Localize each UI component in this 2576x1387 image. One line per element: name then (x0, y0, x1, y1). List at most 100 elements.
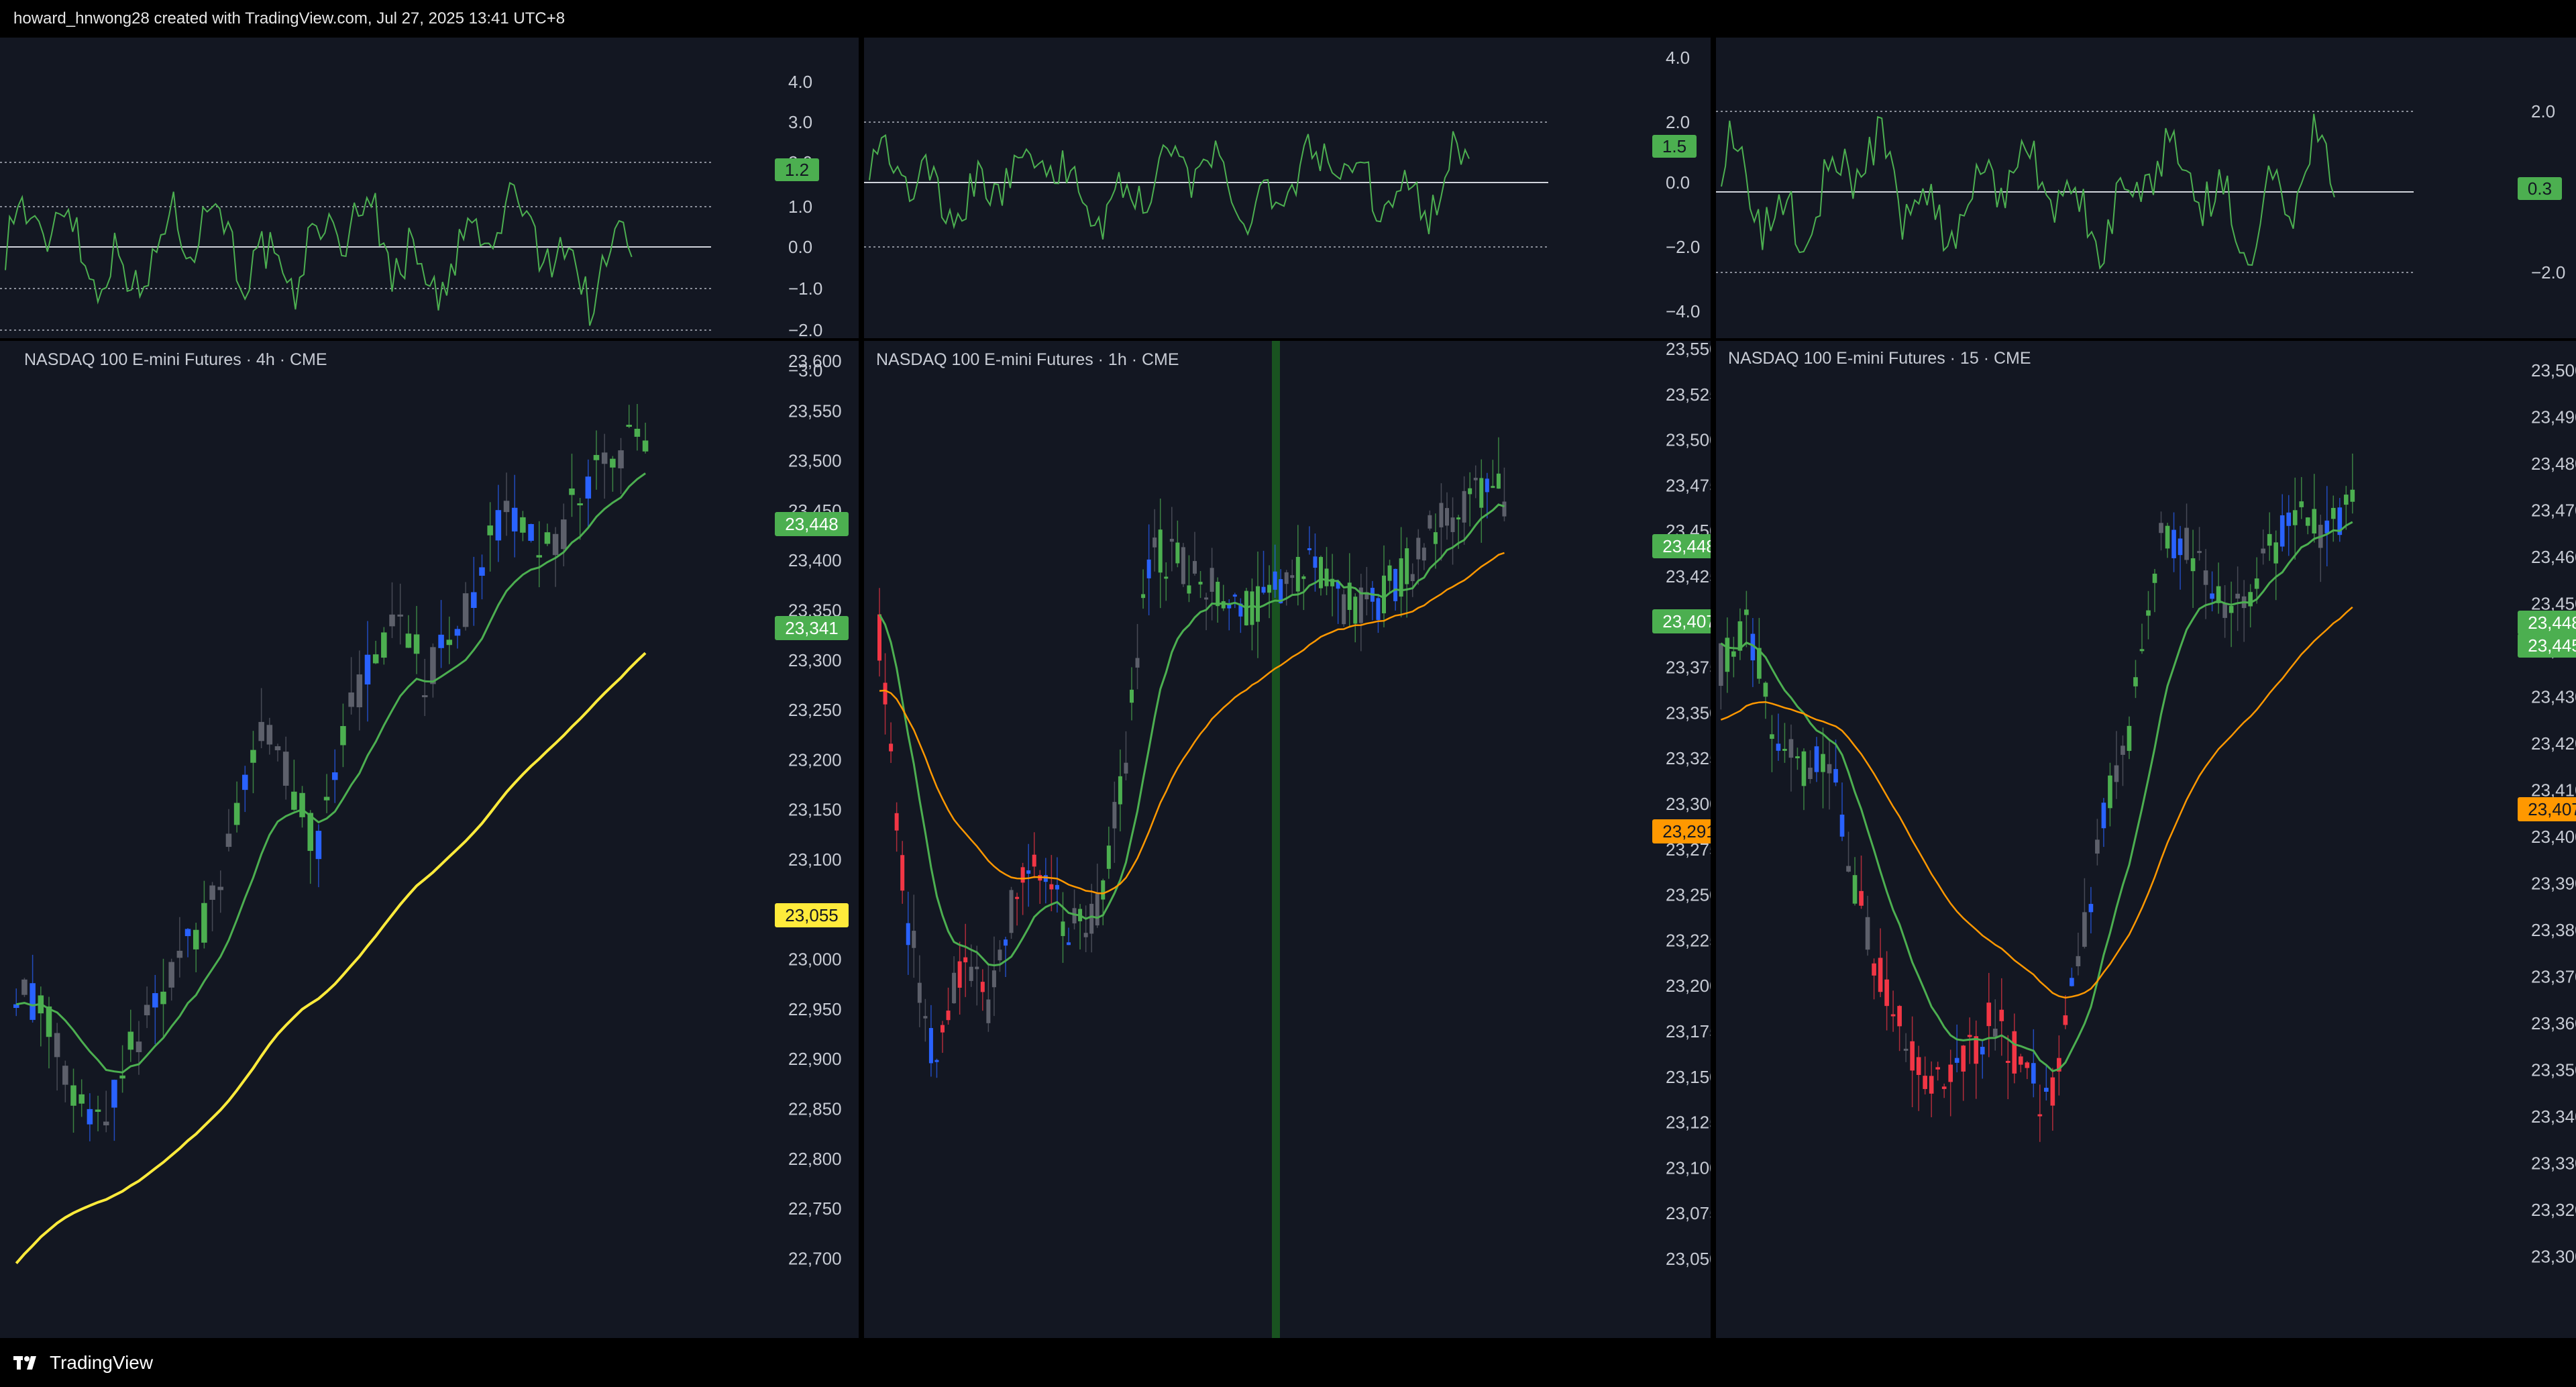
candle-body (1358, 587, 1363, 623)
candle-body (1009, 890, 1014, 933)
candle-body (1502, 501, 1507, 517)
candle-body (1095, 894, 1099, 926)
chart-15m-canvas[interactable]: 2.00.0−2.023,50023,49023,48023,47023,460… (1716, 38, 2576, 1338)
candle-body (2343, 495, 2349, 505)
candle-body (1238, 603, 1243, 617)
candle-body (1421, 548, 1426, 561)
candle-body (952, 972, 957, 1004)
candle-body (1015, 896, 1020, 899)
price-badge: 23,448 (2518, 611, 2576, 635)
oscillator-tick-label: 0.0 (1666, 172, 1690, 193)
candle-body (495, 510, 502, 541)
candle-body (2108, 775, 2112, 809)
price-tick-label: 23,490 (2531, 407, 2576, 427)
price-badge-label: 23,448 (785, 514, 839, 534)
candle-body (1839, 815, 1845, 837)
price-tick-label: 23,460 (2531, 547, 2576, 567)
price-tick-label: 23,410 (2531, 780, 2576, 801)
candle-body (634, 428, 641, 437)
candle-body (315, 831, 322, 860)
pane-separator (0, 338, 859, 341)
candle-body (1491, 486, 1495, 489)
price-badge-label: 23,341 (785, 618, 839, 638)
candle-body (503, 501, 510, 513)
chart-panel-15m[interactable]: 2.00.0−2.023,50023,49023,48023,47023,460… (1716, 38, 2576, 1338)
candle-body (2012, 1031, 2017, 1074)
candle-body (1187, 585, 1191, 594)
price-badge-bg (2518, 611, 2576, 635)
fast-moving-average-line (1720, 521, 2353, 1072)
candle-body (430, 647, 436, 684)
candle-body (2063, 1015, 2068, 1025)
chart-panel-1h[interactable]: 4.0 2.0 0.0 −2.0 −4.0 23,550 23,525 23,500 23,47… (864, 38, 1711, 1338)
price-tick-label: 23,500 (2531, 360, 2576, 380)
candle-body (2159, 523, 2163, 533)
price-badge-bg (2518, 633, 2576, 658)
candle-body (1473, 478, 1478, 480)
candle-body (1961, 1045, 1966, 1072)
oscillator-tick-label: 3.0 (788, 112, 812, 132)
candle-body (119, 1075, 125, 1079)
candle-body (1273, 571, 1277, 590)
candle-body (1313, 556, 1318, 568)
candle-body (520, 517, 526, 533)
price-tick-label: 23,475 (1666, 475, 1711, 495)
oscillator-badge-label: 1.2 (785, 160, 809, 180)
oscillator-value-badge: 1.2 (775, 158, 819, 181)
chart-1h-canvas[interactable]: 4.0 2.0 0.0 −2.0 −4.0 23,550 23,525 23,500 23,47… (864, 38, 1711, 1338)
candle-body (889, 743, 894, 752)
candle-body (1135, 658, 1140, 668)
candle-body (577, 503, 583, 506)
price-tick-label: 23,550 (1666, 339, 1711, 359)
candle-body (78, 1094, 85, 1104)
candle-body (923, 1016, 928, 1019)
price-badge-bg (1652, 819, 1711, 843)
tradingview-logo[interactable]: TradingView (13, 1352, 153, 1374)
candle-body (1198, 581, 1203, 585)
footer-bar: TradingView (0, 1338, 2576, 1387)
oscillator-tick-label: −1.0 (788, 278, 822, 299)
candle-body (144, 1005, 150, 1016)
candle-body (1221, 601, 1226, 609)
candle-body (601, 452, 608, 464)
price-tick-label: 23,420 (2531, 733, 2576, 754)
candle-body (87, 1109, 93, 1125)
price-tick-label: 23,430 (2531, 687, 2576, 707)
price-tick-label: 22,800 (788, 1149, 842, 1169)
candle-body (332, 772, 338, 780)
candle-body (1788, 739, 1794, 758)
candle-body (1757, 648, 1762, 679)
session-highlight-bar (1272, 341, 1280, 1338)
candle-body (1929, 1076, 1934, 1094)
candle-body (1416, 537, 1421, 560)
chart-panel-4h[interactable]: 4.03.02.01.00.0−1.0−2.0−3.023,60023,5502… (0, 38, 859, 1338)
price-tick-label: 23,150 (788, 800, 842, 820)
oscillator-tick-label: 1.0 (788, 197, 812, 217)
candle-body (1267, 584, 1272, 593)
chart-4h-canvas[interactable]: 4.03.02.01.00.0−1.0−2.0−3.023,60023,5502… (0, 38, 859, 1338)
candle-body (511, 507, 518, 532)
candle-body (626, 425, 632, 427)
price-tick-label: 23,300 (788, 650, 842, 670)
price-tick-label: 22,700 (788, 1248, 842, 1268)
candle-body (54, 1033, 60, 1058)
candle-body (1948, 1064, 1953, 1082)
price-tick-label: 23,200 (788, 750, 842, 770)
price-tick-label: 23,075 (1666, 1203, 1711, 1223)
candle-body (1152, 537, 1157, 548)
chart-title: NASDAQ 100 E-mini Futures · 4h · CME (24, 350, 327, 369)
candle-body (348, 692, 354, 707)
candle-body (1141, 594, 1146, 599)
candle-body (201, 903, 207, 943)
candle-body (963, 957, 968, 963)
candle-body (934, 1060, 939, 1062)
candle-body (95, 1109, 101, 1112)
candle-body (217, 886, 224, 890)
candle-body (900, 855, 905, 891)
candle-body (1061, 921, 1065, 936)
price-badge: 23,291 (1652, 819, 1711, 843)
candle-body (1307, 548, 1311, 550)
candle-body (1399, 558, 1403, 597)
candle-body (160, 991, 166, 1005)
candle-body (2330, 507, 2336, 519)
